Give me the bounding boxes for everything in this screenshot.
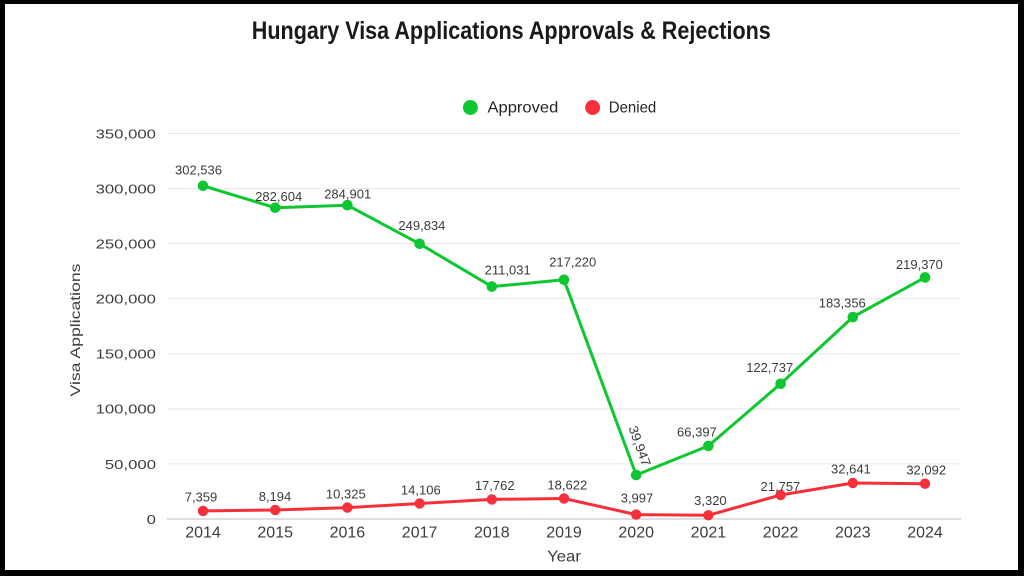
svg-text:0: 0 [147,512,156,527]
svg-text:250,000: 250,000 [96,237,156,252]
svg-text:Hungary Visa Applications Appr: Hungary Visa Applications Approvals & Re… [252,17,771,45]
svg-text:300,000: 300,000 [96,181,156,196]
svg-text:7,359: 7,359 [185,490,218,505]
svg-text:2015: 2015 [257,525,293,542]
svg-text:66,397: 66,397 [677,425,717,440]
svg-text:50,000: 50,000 [105,457,156,472]
svg-text:10,325: 10,325 [326,486,366,501]
svg-text:Denied: Denied [609,99,657,116]
svg-text:302,536: 302,536 [175,162,222,177]
svg-text:2014: 2014 [185,525,221,542]
svg-text:282,604: 282,604 [255,189,302,204]
svg-text:3,320: 3,320 [694,493,727,508]
svg-text:100,000: 100,000 [96,402,156,417]
svg-text:18,622: 18,622 [547,477,587,492]
svg-text:17,762: 17,762 [475,478,515,493]
svg-text:2023: 2023 [835,525,871,542]
svg-text:211,031: 211,031 [485,263,531,278]
svg-text:217,220: 217,220 [549,255,596,270]
svg-text:3,997: 3,997 [621,491,654,506]
svg-text:Visa Applications: Visa Applications [67,264,83,397]
svg-text:8,194: 8,194 [259,489,292,504]
svg-text:2019: 2019 [546,525,582,542]
svg-text:150,000: 150,000 [96,347,156,362]
svg-text:2021: 2021 [691,525,727,542]
svg-text:200,000: 200,000 [96,292,156,307]
svg-text:350,000: 350,000 [96,126,156,141]
svg-text:219,370: 219,370 [896,257,943,272]
svg-text:122,737: 122,737 [746,360,793,375]
svg-text:21,757: 21,757 [761,479,801,494]
svg-text:2022: 2022 [763,525,799,542]
svg-text:14,106: 14,106 [401,482,441,497]
svg-text:32,092: 32,092 [906,463,946,478]
svg-text:183,356: 183,356 [819,295,866,310]
svg-text:2017: 2017 [402,525,438,542]
svg-text:284,901: 284,901 [324,187,371,202]
svg-text:2024: 2024 [907,525,943,542]
svg-text:Year: Year [547,549,582,566]
svg-text:Approved: Approved [488,99,559,116]
svg-text:2016: 2016 [330,525,366,542]
svg-text:32,641: 32,641 [831,462,871,477]
svg-text:2020: 2020 [618,525,654,542]
svg-text:2018: 2018 [474,525,510,542]
svg-text:249,834: 249,834 [398,218,445,233]
